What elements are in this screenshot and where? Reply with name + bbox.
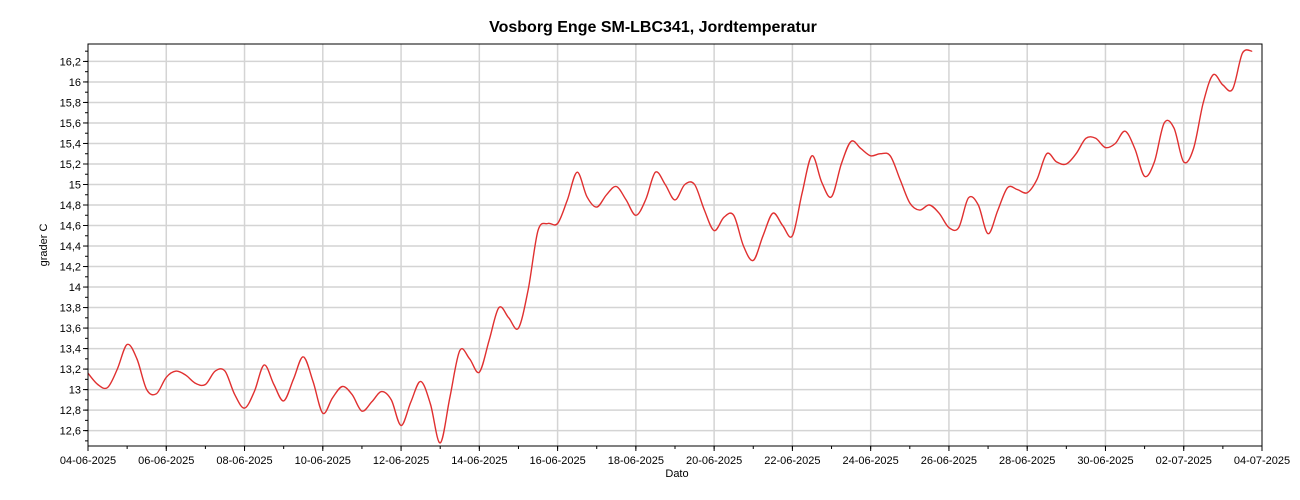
x-tick-label: 04-07-2025 bbox=[1234, 455, 1290, 467]
x-tick-label: 30-06-2025 bbox=[1077, 455, 1133, 467]
y-tick-label: 15,8 bbox=[60, 97, 81, 109]
x-tick-label: 06-06-2025 bbox=[138, 455, 194, 467]
y-tick-label: 12,6 bbox=[60, 426, 81, 438]
y-tick-label: 15,4 bbox=[60, 138, 81, 150]
y-tick-label: 15,2 bbox=[60, 159, 81, 171]
plot-frame bbox=[87, 43, 1263, 447]
y-axis: 12,6 12,8 13 13,2 13,4 13,6 13,8 14 14,2 14,4 14,6… bbox=[60, 50, 88, 442]
y-tick-label: 14,8 bbox=[60, 200, 81, 212]
x-tick-label: 20-06-2025 bbox=[686, 455, 742, 467]
y-axis-label: grader C bbox=[38, 224, 50, 267]
x-tick-label: 08-06-2025 bbox=[216, 455, 272, 467]
series-layer bbox=[87, 49, 1253, 444]
x-tick-label: 26-06-2025 bbox=[921, 455, 977, 467]
x-axis-label: Dato bbox=[665, 468, 688, 480]
temperature-series-line bbox=[87, 49, 1253, 444]
y-tick-label: 13 bbox=[69, 385, 81, 397]
x-tick-label: 14-06-2025 bbox=[451, 455, 507, 467]
x-tick-label: 12-06-2025 bbox=[373, 455, 429, 467]
x-tick-label: 16-06-2025 bbox=[529, 455, 585, 467]
x-tick-label: 04-06-2025 bbox=[60, 455, 116, 467]
y-tick-label: 13,8 bbox=[60, 303, 81, 315]
x-tick-label: 22-06-2025 bbox=[764, 455, 820, 467]
y-tick-label: 14,4 bbox=[60, 241, 81, 253]
x-tick-label: 28-06-2025 bbox=[999, 455, 1055, 467]
x-tick-label: 02-07-2025 bbox=[1156, 455, 1212, 467]
y-tick-label: 15 bbox=[69, 179, 81, 191]
chart-title: Vosborg Enge SM-LBC341, Jordtemperatur bbox=[489, 19, 817, 36]
y-tick-label: 16,2 bbox=[60, 56, 81, 68]
x-tick-label: 24-06-2025 bbox=[843, 455, 899, 467]
y-tick-label: 12,8 bbox=[60, 405, 81, 417]
x-axis: 04-06-2025 06-06-2025 08-06-2025 10-06-2025… bbox=[60, 446, 1290, 467]
y-tick-label: 15,6 bbox=[60, 118, 81, 130]
y-tick-label: 14,6 bbox=[60, 221, 81, 233]
y-tick-label: 14,2 bbox=[60, 262, 81, 274]
y-tick-label: 13,6 bbox=[60, 323, 81, 335]
x-tick-label: 10-06-2025 bbox=[295, 455, 351, 467]
y-tick-label: 14 bbox=[69, 282, 81, 294]
y-tick-label: 16 bbox=[69, 77, 81, 89]
x-tick-label: 18-06-2025 bbox=[608, 455, 664, 467]
y-tick-label: 13,2 bbox=[60, 364, 81, 376]
grid bbox=[88, 44, 1262, 446]
y-tick-label: 13,4 bbox=[60, 344, 81, 356]
